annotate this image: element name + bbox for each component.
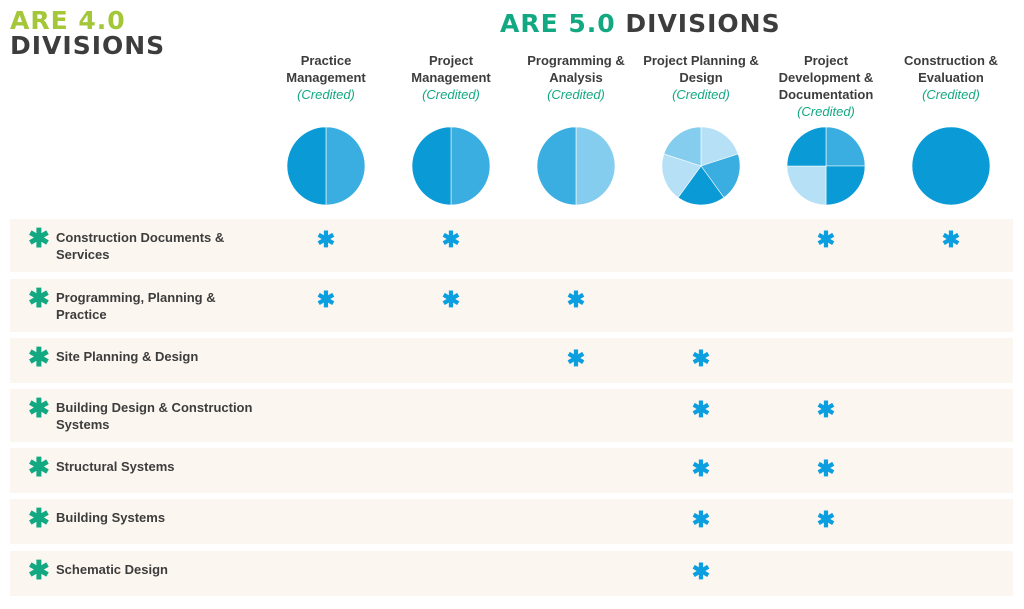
- division-row: ✱ Building Design & Construction Systems ✱…: [10, 389, 1013, 442]
- division-pie-chart: [536, 126, 616, 206]
- are4-division-label: Structural Systems: [56, 459, 175, 474]
- are4-division-label: Site Planning & Design: [56, 349, 199, 364]
- pie-slice: [825, 165, 866, 206]
- mapping-asterisk-icon: ✱: [691, 559, 711, 584]
- division-pie-chart: [786, 126, 866, 206]
- division-label: Project Management: [411, 53, 491, 85]
- division-pie-chart: [911, 126, 991, 206]
- division-pie-chart: [411, 126, 491, 206]
- pie-slice: [700, 126, 739, 167]
- mapping-asterisk-icon: ✱: [566, 287, 586, 312]
- mapping-asterisk-icon: ✱: [816, 456, 836, 481]
- are5-title: ARE 5.0 DIVISIONS: [500, 9, 781, 38]
- mapping-asterisk-icon: ✱: [316, 227, 336, 252]
- pie-slice: [663, 126, 702, 167]
- asterisk-icon: ✱: [28, 503, 50, 533]
- mapping-asterisk-icon: ✱: [816, 397, 836, 422]
- are4-division-label: Schematic Design: [56, 562, 168, 577]
- division-column-header: Practice Management (Credited): [264, 52, 388, 103]
- division-row: ✱ Building Systems ✱ ✱: [10, 499, 1013, 544]
- pie-slice: [286, 126, 327, 206]
- credited-status: (Credited): [297, 87, 355, 102]
- mapping-asterisk-icon: ✱: [441, 227, 461, 252]
- pie-slice: [325, 126, 366, 206]
- are4-division-label: Construction Documents & Services: [56, 230, 225, 262]
- division-label: Practice Management: [286, 53, 366, 85]
- credited-status: (Credited): [547, 87, 605, 102]
- mapping-asterisk-icon: ✱: [441, 287, 461, 312]
- division-label: Project Planning & Design: [643, 53, 759, 85]
- pie-slice: [411, 126, 452, 206]
- mapping-asterisk-icon: ✱: [691, 346, 711, 371]
- are5-title-rest: DIVISIONS: [625, 9, 781, 38]
- division-pie-chart: [661, 126, 741, 206]
- pie-slice: [825, 126, 866, 167]
- credited-status: (Credited): [672, 87, 730, 102]
- mapping-asterisk-icon: ✱: [691, 397, 711, 422]
- division-column-header: Construction & Evaluation (Credited): [889, 52, 1013, 103]
- pie-slice: [536, 126, 577, 206]
- division-column-header: Project Planning & Design (Credited): [639, 52, 763, 103]
- division-label: Construction & Evaluation: [904, 53, 998, 85]
- asterisk-icon: ✱: [28, 555, 50, 585]
- division-column-header: Programming & Analysis (Credited): [514, 52, 638, 103]
- are4-division-label: Programming, Planning & Practice: [56, 290, 216, 322]
- division-label: Programming & Analysis: [527, 53, 625, 85]
- asterisk-icon: ✱: [28, 452, 50, 482]
- credited-status: (Credited): [422, 87, 480, 102]
- mapping-asterisk-icon: ✱: [816, 227, 836, 252]
- pie-slice: [786, 165, 827, 206]
- division-row: ✱ Site Planning & Design ✱ ✱: [10, 338, 1013, 383]
- division-row: ✱ Programming, Planning & Practice ✱ ✱ ✱: [10, 279, 1013, 332]
- mapping-asterisk-icon: ✱: [691, 507, 711, 532]
- asterisk-icon: ✱: [28, 223, 50, 253]
- asterisk-icon: ✱: [28, 342, 50, 372]
- division-pie-chart: [286, 126, 366, 206]
- pie-slice: [575, 126, 616, 206]
- mapping-asterisk-icon: ✱: [941, 227, 961, 252]
- are4-division-label: Building Design & Construction Systems: [56, 400, 253, 432]
- division-row: ✱ Structural Systems ✱ ✱: [10, 448, 1013, 493]
- pie-slice: [677, 165, 725, 206]
- asterisk-icon: ✱: [28, 393, 50, 423]
- are4-title: ARE 4.0 DIVISIONS: [10, 8, 165, 58]
- pie-slice: [911, 126, 991, 206]
- pie-slice: [786, 126, 827, 167]
- asterisk-icon: ✱: [28, 283, 50, 313]
- credited-status: (Credited): [922, 87, 980, 102]
- mapping-asterisk-icon: ✱: [691, 456, 711, 481]
- division-row: ✱ Construction Documents & Services ✱ ✱ ✱ ✱: [10, 219, 1013, 272]
- are4-division-label: Building Systems: [56, 510, 166, 525]
- pie-slice: [700, 153, 741, 198]
- division-column-header: Project Development & Documentation (Cred…: [764, 52, 888, 120]
- mapping-asterisk-icon: ✱: [816, 507, 836, 532]
- division-column-header: Project Management (Credited): [389, 52, 513, 103]
- are4-title-rest: DIVISIONS: [10, 31, 166, 60]
- pie-slice: [450, 126, 491, 206]
- are5-title-accent: ARE 5.0: [500, 9, 616, 38]
- division-label: Project Development & Documentation: [778, 53, 874, 102]
- mapping-asterisk-icon: ✱: [566, 346, 586, 371]
- credited-status: (Credited): [797, 104, 855, 119]
- mapping-asterisk-icon: ✱: [316, 287, 336, 312]
- pie-slice: [661, 153, 702, 198]
- division-row: ✱ Schematic Design ✱: [10, 551, 1013, 596]
- are4-title-accent: ARE 4.0: [10, 6, 126, 35]
